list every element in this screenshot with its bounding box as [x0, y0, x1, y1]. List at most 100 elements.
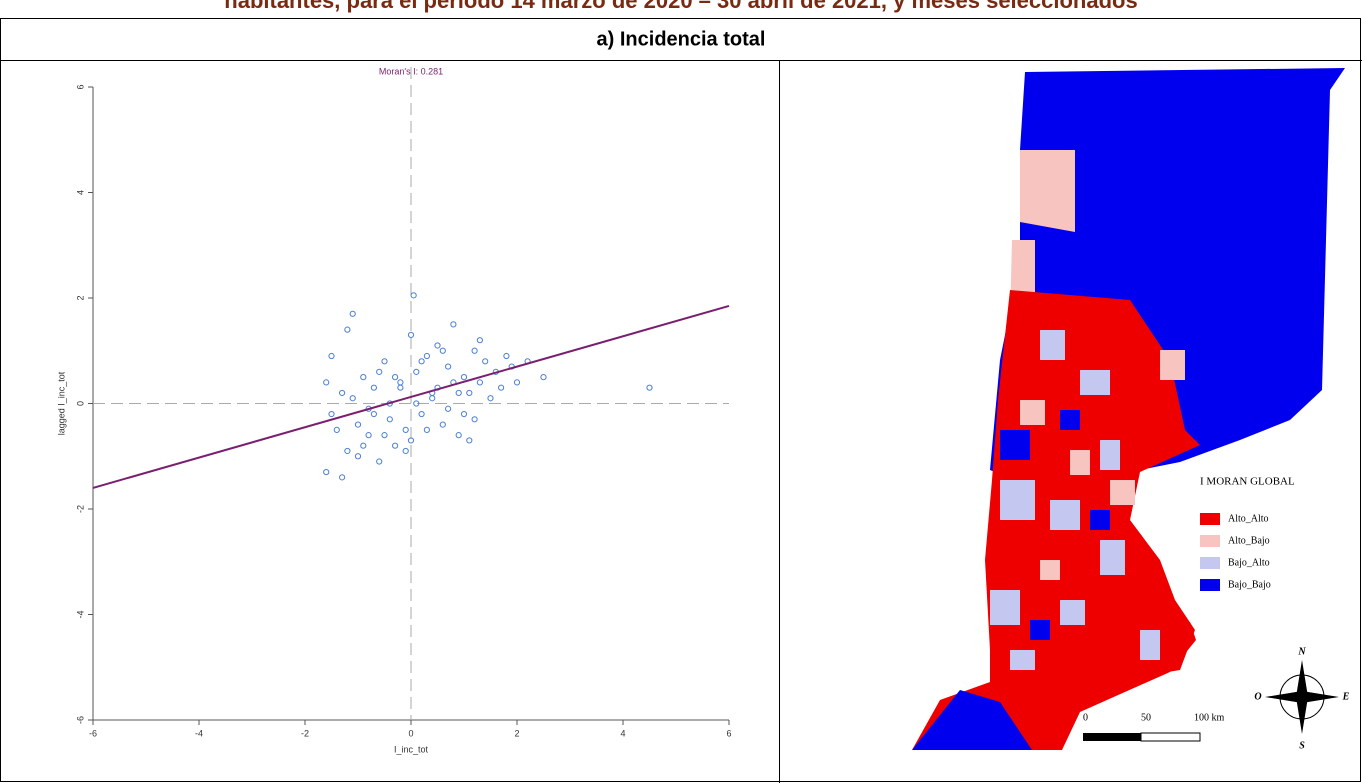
scatter-point — [445, 363, 452, 370]
scatter-point — [450, 321, 457, 328]
scatter-point — [434, 342, 441, 349]
scatter-point — [466, 389, 473, 397]
scatter-point — [407, 437, 415, 444]
scatter-point — [418, 358, 425, 365]
compass-label: N — [1297, 646, 1306, 657]
scatter-point — [407, 331, 415, 339]
scatter-point — [423, 352, 430, 360]
scatter-point — [354, 453, 362, 460]
scatter-point — [460, 374, 468, 381]
scatter-point — [392, 442, 399, 449]
scatter-point — [381, 358, 388, 365]
scatter-point — [349, 395, 356, 402]
scatter-point — [328, 352, 335, 360]
x-tick-label: 6 — [726, 728, 731, 738]
scale-label: 0 — [1083, 712, 1088, 723]
legend-swatch — [1200, 535, 1220, 547]
scale-label: 50 — [1141, 712, 1151, 723]
scatter-point — [471, 347, 478, 354]
scatter-point — [360, 374, 367, 381]
legend-swatch — [1200, 513, 1220, 525]
scatter-point — [413, 400, 420, 407]
map — [912, 68, 1345, 750]
legend-swatch — [1200, 579, 1220, 591]
page-title: habitantes, para el período 14 marzo de … — [224, 0, 1138, 13]
y-tick-label: 4 — [75, 190, 85, 195]
scatter-point — [323, 468, 330, 476]
scatter-point — [360, 442, 367, 449]
scatter-point — [376, 458, 383, 465]
scatter-point — [397, 379, 404, 386]
scatter-point — [365, 432, 372, 439]
scatter-point — [381, 432, 388, 439]
x-axis-label: I_inc_tot — [394, 744, 429, 754]
compass-rose — [1265, 660, 1339, 734]
scatter-point — [397, 384, 404, 391]
scatter-point — [476, 337, 483, 344]
scatter-point — [402, 426, 409, 433]
compass-label: S — [1299, 740, 1305, 751]
table-border — [0, 18, 1361, 782]
chart-title: Moran's I: 0.281 — [379, 66, 443, 76]
scatter-point — [370, 384, 377, 391]
scatter-point — [646, 384, 653, 391]
scatter-point — [410, 292, 417, 299]
x-tick-label: -6 — [89, 728, 97, 738]
scatter-point — [344, 326, 351, 333]
scatter-point — [370, 410, 377, 418]
y-axis-label: lagged I_inc_tot — [56, 371, 66, 435]
scatter-point — [445, 405, 452, 412]
scatter-point — [429, 395, 436, 402]
legend-label: Bajo_Alto — [1228, 557, 1270, 568]
legend-title: I MORAN GLOBAL — [1200, 476, 1295, 488]
scatter-point — [503, 352, 510, 360]
scatter-point — [323, 379, 330, 386]
compass-label: E — [1342, 691, 1350, 702]
y-tick-label: 6 — [75, 84, 85, 89]
y-tick-label: -2 — [75, 505, 85, 513]
scale-bar-dark — [1083, 733, 1141, 741]
scatter-point — [513, 379, 521, 386]
legend-label: Alto_Alto — [1228, 513, 1269, 524]
scatter-point — [439, 347, 446, 354]
scatter-point — [487, 395, 494, 402]
scatter-point — [482, 358, 489, 365]
scatter-point — [392, 374, 399, 381]
scatter-point — [471, 416, 478, 423]
scatter-point — [498, 384, 505, 391]
table-heading: a) Incidencia total — [597, 28, 766, 50]
scatter-point — [354, 421, 362, 428]
x-tick-label: 0 — [408, 728, 413, 738]
scatter-point — [540, 374, 547, 381]
scatter-point — [466, 437, 473, 444]
scatter-point — [476, 379, 483, 386]
y-tick-label: 2 — [75, 295, 85, 300]
scatter-point — [439, 421, 446, 428]
scatter-point — [376, 368, 383, 375]
scatter-point — [423, 426, 430, 433]
scale-label: 100 km — [1194, 712, 1225, 723]
scatter-point — [386, 416, 393, 423]
scatter-point — [349, 310, 356, 317]
scatter-point — [455, 432, 462, 439]
y-tick-label: 0 — [75, 401, 85, 406]
x-tick-label: -2 — [301, 728, 309, 738]
scale-bar-light — [1140, 732, 1201, 742]
y-tick-label: -6 — [75, 716, 85, 724]
scatter-point — [339, 474, 346, 481]
legend-label: Alto_Bajo — [1228, 535, 1270, 546]
x-tick-label: 4 — [620, 728, 625, 738]
x-tick-label: -4 — [195, 728, 203, 738]
fit-line — [92, 304, 730, 489]
x-tick-label: 2 — [514, 728, 519, 738]
scatter-point — [333, 426, 340, 433]
scatter-point — [344, 447, 351, 455]
scatter-point — [460, 410, 468, 418]
scatter-point — [402, 447, 409, 455]
scatter-point — [455, 389, 462, 397]
scatter-point — [413, 368, 420, 375]
legend-swatch — [1200, 557, 1220, 569]
compass-label: O — [1254, 691, 1261, 702]
